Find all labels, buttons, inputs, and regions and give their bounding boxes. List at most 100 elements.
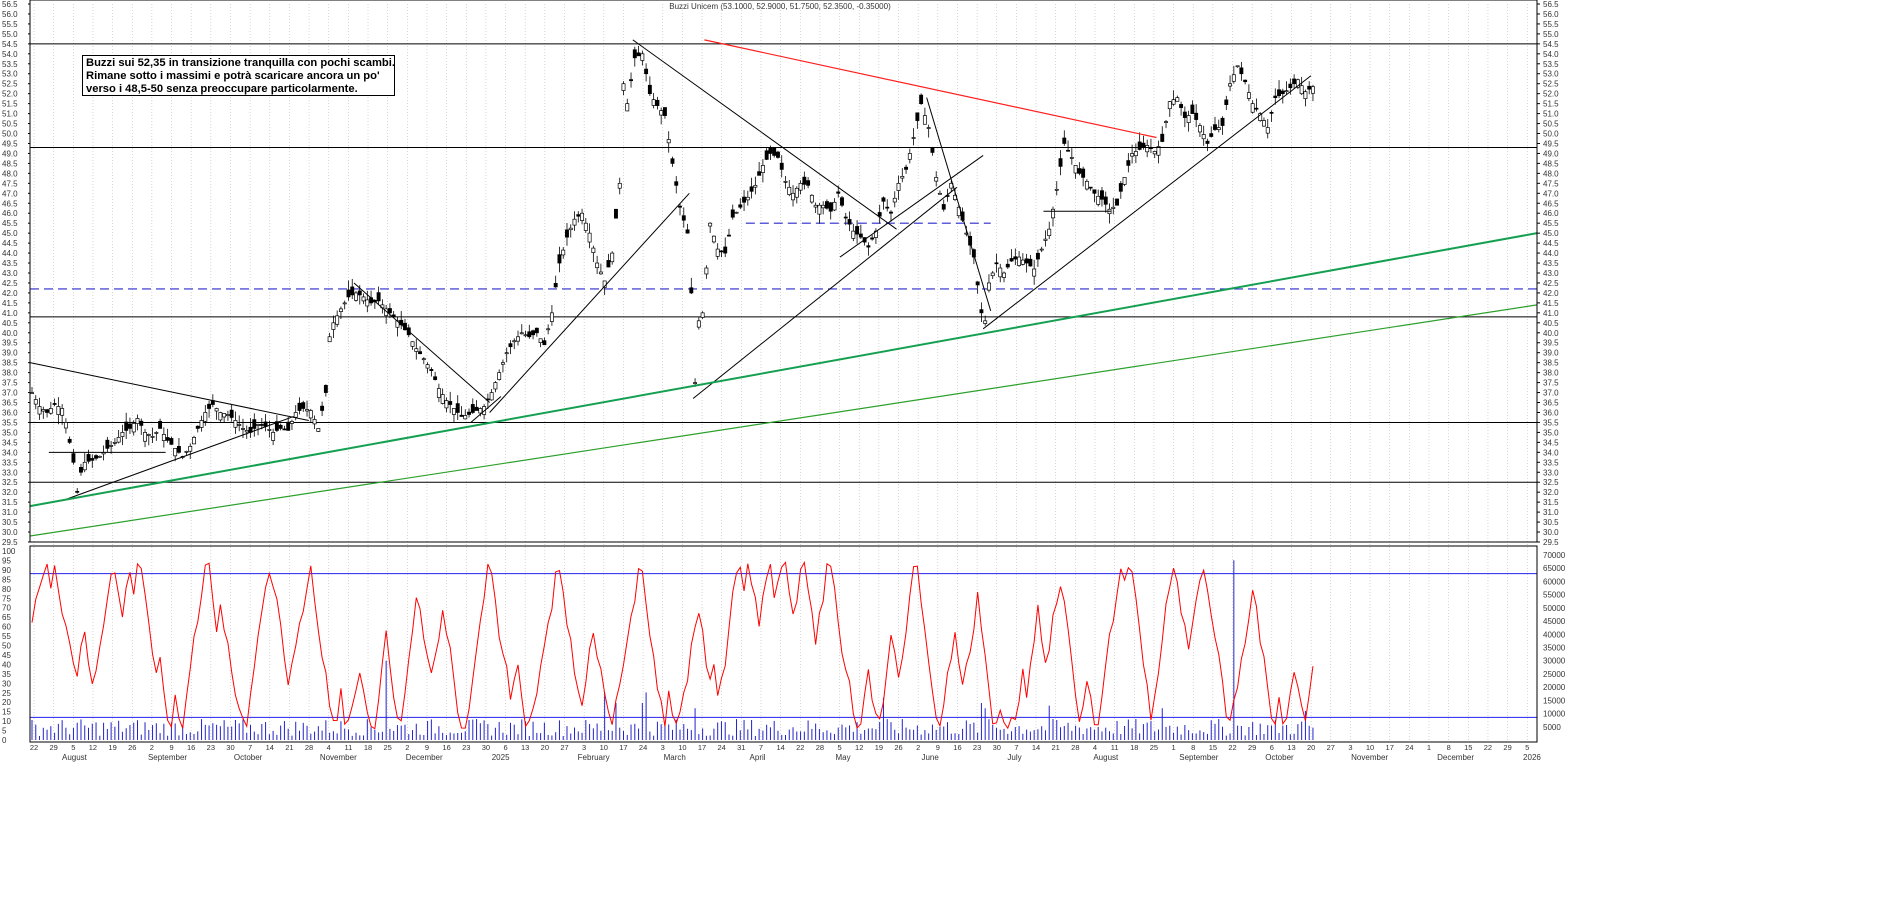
y-tick-label: 35.0: [1543, 428, 1559, 437]
y-tick-label: 39.0: [1543, 349, 1559, 358]
candle-body: [531, 330, 536, 336]
candle-body: [143, 432, 147, 442]
candle-body: [214, 408, 219, 412]
candle-body: [783, 180, 788, 183]
x-tick-label: 2: [405, 743, 409, 752]
candle-body: [1216, 127, 1221, 130]
candle-body: [779, 162, 784, 170]
candle-body: [1307, 85, 1312, 90]
y-tick-label: 53.0: [1543, 70, 1559, 79]
candle-body: [124, 421, 129, 431]
candle-body: [847, 219, 852, 225]
candle-body: [704, 267, 709, 275]
y-tick-label: 45.5: [1543, 219, 1559, 228]
candle-body: [934, 177, 939, 182]
price-frame: [29, 0, 1538, 543]
x-tick-label: 12: [89, 743, 97, 752]
y-tick-label: 30.5: [2, 518, 18, 527]
y-tick-label: 48.0: [1543, 169, 1559, 178]
candle-body: [990, 272, 995, 277]
volume-tick-label: 20000: [1543, 683, 1566, 692]
x-tick-label: 9: [936, 743, 940, 752]
y-tick-label: 47.5: [1543, 179, 1559, 188]
y-tick-label: 54.0: [2, 50, 18, 59]
trend-line: [982, 75, 1312, 330]
candle-body: [734, 211, 739, 214]
candle-body: [824, 201, 829, 209]
candle-body: [753, 184, 758, 188]
month-label: June: [921, 753, 939, 762]
candle-body: [414, 348, 419, 352]
candle-body: [1005, 263, 1010, 268]
candle-body: [538, 338, 543, 343]
candle-body: [176, 446, 181, 453]
candle-body: [282, 428, 287, 431]
y-tick-label: 38.5: [1543, 359, 1559, 368]
candle-body: [1213, 124, 1217, 130]
y-tick-label: 36.0: [1543, 408, 1559, 417]
candle-body: [1182, 111, 1187, 118]
candle-body: [760, 165, 765, 173]
candle-body: [1122, 177, 1127, 185]
candle-body: [636, 52, 641, 57]
candle-body: [1100, 190, 1104, 200]
y-tick-label: 38.5: [2, 359, 18, 368]
candle-body: [290, 421, 294, 424]
candle-body: [1160, 133, 1165, 142]
candle-body: [866, 245, 871, 248]
y-tick-label: 56.0: [1543, 10, 1559, 19]
x-tick-label: 16: [187, 743, 195, 752]
candle-body: [922, 115, 927, 125]
x-tick-label: 30: [993, 743, 1001, 752]
candle-body: [572, 218, 577, 226]
osc-tick-label: 50: [2, 642, 11, 651]
candle-body: [561, 249, 566, 256]
x-tick-label: 23: [973, 743, 981, 752]
y-tick-label: 32.0: [2, 488, 18, 497]
candle-body: [1265, 127, 1270, 134]
x-tick-label: 14: [1032, 743, 1040, 752]
candle-body: [1077, 168, 1082, 174]
x-tick-label: 2: [150, 743, 154, 752]
x-tick-label: 20: [1307, 743, 1315, 752]
candle-body: [1013, 256, 1018, 260]
candle-body: [184, 450, 189, 453]
candle-body: [1235, 65, 1240, 68]
candle-body: [320, 405, 325, 411]
candle-body: [1103, 196, 1108, 205]
candle-body: [1295, 79, 1300, 88]
candle-body: [1228, 83, 1233, 87]
candle-body: [508, 343, 513, 348]
x-tick-label: 5: [71, 743, 75, 752]
y-tick-label: 51.5: [1543, 100, 1559, 109]
month-label: December: [1437, 753, 1474, 762]
y-tick-label: 55.0: [2, 30, 18, 39]
x-tick-label: 25: [383, 743, 391, 752]
candle-body: [700, 312, 705, 318]
candle-body: [647, 84, 652, 95]
candle-body: [105, 439, 110, 449]
candle-body: [915, 112, 920, 121]
x-tick-label: 12: [855, 743, 863, 752]
candle-body: [941, 204, 946, 210]
candle-body: [851, 230, 856, 239]
volume-tick-label: 15000: [1543, 696, 1566, 705]
candle-body: [1020, 259, 1025, 265]
candle-body: [565, 229, 569, 238]
x-tick-label: 22: [1228, 743, 1236, 752]
candle-body: [817, 204, 822, 215]
candle-body: [459, 414, 464, 417]
x-tick-label: 16: [442, 743, 450, 752]
y-tick-label: 39.5: [1543, 339, 1559, 348]
candle-body: [52, 403, 57, 405]
x-tick-label: 7: [1014, 743, 1018, 752]
candle-body: [436, 388, 441, 398]
y-tick-label: 54.0: [1543, 50, 1559, 59]
x-tick-label: 18: [364, 743, 372, 752]
candle-body: [979, 309, 984, 314]
candle-body: [1209, 133, 1214, 137]
y-tick-label: 39.0: [2, 349, 18, 358]
candle-body: [787, 186, 792, 195]
candle-body: [723, 246, 728, 254]
candle-body: [338, 308, 343, 312]
